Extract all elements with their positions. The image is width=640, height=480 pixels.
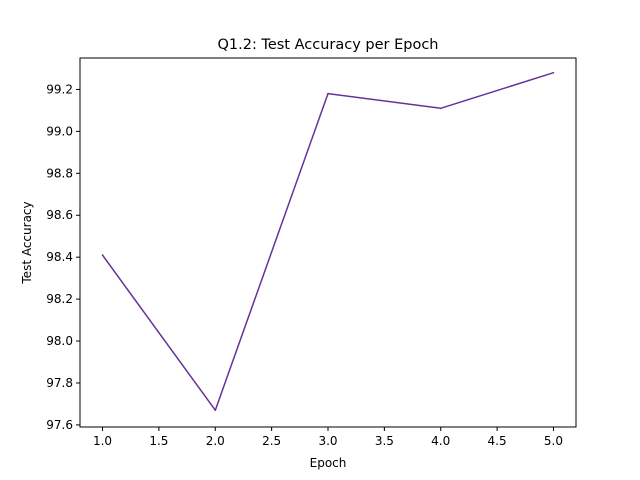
x-tick-label: 3.0 <box>318 434 337 448</box>
y-axis-ticks: 97.6 97.8 98.0 98.2 98.4 98.6 98.8 99.0 99.2 <box>46 82 80 432</box>
x-tick-label: 4.5 <box>488 434 507 448</box>
x-tick-label: 2.5 <box>262 434 281 448</box>
chart-title: Q1.2: Test Accuracy per Epoch <box>217 37 438 53</box>
y-tick-label: 98.2 <box>46 292 73 306</box>
data-point <box>327 92 329 95</box>
y-tick-label: 99.0 <box>46 124 73 138</box>
y-tick-label: 97.6 <box>46 418 73 432</box>
data-point <box>439 107 442 110</box>
x-tick-label: 2.0 <box>206 434 225 448</box>
x-tick-label: 4.0 <box>431 434 450 448</box>
y-tick-label: 99.2 <box>46 82 73 96</box>
x-tick-label: 3.5 <box>375 434 394 448</box>
x-tick-label: 1.0 <box>93 434 112 448</box>
plot-area <box>101 71 555 412</box>
y-tick-label: 98.8 <box>46 166 73 180</box>
y-tick-label: 98.0 <box>46 334 73 348</box>
y-tick-label: 98.4 <box>46 250 73 264</box>
data-point <box>101 254 104 256</box>
y-tick-label: 97.8 <box>46 376 73 390</box>
data-point <box>214 409 217 412</box>
x-tick-label: 1.5 <box>149 434 168 448</box>
x-tick-label: 5.0 <box>544 434 563 448</box>
y-tick-label: 98.6 <box>46 208 73 222</box>
x-axis-ticks: 1.0 1.5 2.0 2.5 3.0 3.5 4.0 4.5 5.0 <box>93 427 563 448</box>
y-axis-label: Test Accuracy <box>20 201 34 284</box>
x-axis-label: Epoch <box>310 456 347 470</box>
data-point <box>552 71 555 74</box>
